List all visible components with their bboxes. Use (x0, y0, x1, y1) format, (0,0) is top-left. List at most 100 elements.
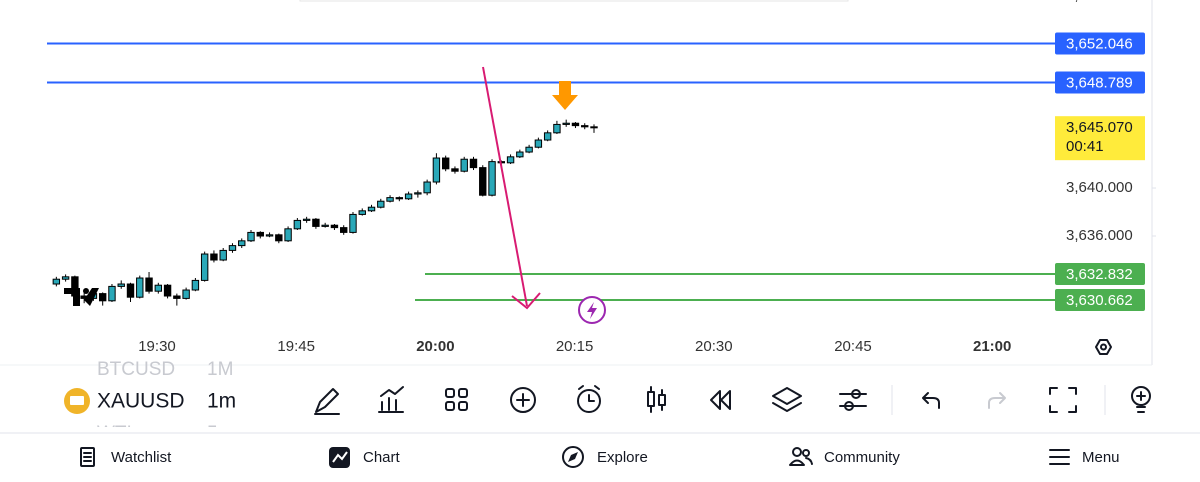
candle-body (469, 158, 478, 169)
price-line-label-bg (1055, 71, 1145, 94)
candle-body (293, 219, 302, 230)
candle-body (228, 245, 237, 251)
y-tick-label: 3,640.000 (1066, 179, 1133, 196)
x-tick-label: 19:30 (138, 338, 176, 355)
candle-body (488, 161, 496, 196)
price-line-label-bg (1055, 263, 1145, 286)
layout-tool[interactable] (445, 388, 468, 411)
nav-explore[interactable]: Explore (562, 446, 648, 468)
current-price-label: 3,645.070 (1066, 119, 1133, 136)
candle-body (200, 253, 209, 281)
nav-label: Community (824, 449, 900, 466)
ideas-tool[interactable] (1131, 386, 1151, 413)
event-bolt (587, 302, 597, 319)
add-tool[interactable] (510, 387, 536, 413)
x-tick-label: 20:15 (556, 338, 594, 355)
candle-body (98, 293, 107, 302)
draw-tool[interactable] (314, 388, 340, 415)
candle-body (340, 227, 348, 233)
settings-tool[interactable] (839, 389, 867, 411)
candle-body (117, 283, 125, 287)
candle-body (126, 283, 135, 298)
nav-watchlist[interactable]: Watchlist (80, 447, 172, 467)
price-line-label-bg (1055, 289, 1145, 312)
candle-body (423, 181, 431, 194)
candle-body (367, 206, 376, 212)
candle-body (265, 234, 274, 237)
time-axis: 19:30 19:45 20:00 20:15 20:30 20:45 21:00 (138, 338, 1011, 355)
candle-body (154, 284, 163, 292)
top-panel (299, 0, 849, 2)
symbol-icon-bars (70, 396, 84, 405)
candle-body (543, 132, 552, 141)
candle-body (451, 168, 459, 172)
chart-type-tool[interactable] (647, 386, 666, 413)
nav-label: Chart (363, 449, 401, 466)
candle-body (173, 295, 181, 299)
candle-body (460, 158, 468, 172)
x-tick-label: 20:30 (695, 338, 733, 355)
price-line-label-bg (1055, 32, 1145, 55)
candle-body (414, 192, 422, 195)
nav-menu[interactable]: Menu (1049, 449, 1120, 466)
candle-body (163, 284, 172, 297)
fullscreen[interactable] (1049, 387, 1077, 413)
nav-chart[interactable]: Chart (329, 447, 401, 468)
price-line-label: 3,652.046 (1066, 35, 1133, 52)
plot-area (47, 42, 1055, 306)
candle-body (321, 224, 329, 227)
candle-body (108, 285, 116, 302)
arrow-head (511, 292, 541, 310)
candle-body (432, 157, 441, 183)
candle-body (377, 200, 385, 208)
x-tick-label: 21:00 (973, 338, 1011, 355)
prev-interval: 1M (207, 359, 233, 380)
candle-body (210, 253, 218, 261)
undo[interactable] (922, 392, 940, 409)
candle-body (52, 278, 61, 285)
nav-community[interactable]: Community (789, 447, 900, 466)
indicators-tool[interactable] (378, 386, 404, 413)
candle-body (330, 224, 339, 229)
candle-body (581, 125, 589, 128)
candle-body (553, 123, 561, 134)
candle-body (302, 218, 311, 221)
nav-label: Menu (1082, 449, 1120, 466)
candle-body (404, 193, 413, 200)
candle-body (516, 151, 524, 158)
x-tick-label: 19:45 (277, 338, 315, 355)
price-line-label: 3,648.789 (1066, 75, 1133, 92)
trend-arrow (482, 66, 528, 307)
candle-body (312, 218, 320, 227)
candle-body (284, 228, 292, 242)
candle-body (590, 126, 598, 129)
candle-body (534, 139, 543, 148)
candle-body (525, 146, 533, 153)
candle-body (136, 277, 144, 298)
y-tick-label: 3,656.000 (1066, 0, 1133, 4)
nav-label: Explore (597, 449, 648, 466)
tv-logo (64, 288, 99, 306)
countdown-label: 00:41 (1066, 138, 1104, 155)
nav-bar (0, 427, 1200, 482)
replay-tool[interactable] (710, 390, 731, 410)
alert-tool[interactable] (577, 385, 601, 413)
candle-body (61, 276, 70, 280)
layers-tool[interactable] (772, 387, 802, 412)
candle-body (247, 231, 255, 242)
interval: 1m (207, 390, 236, 413)
redo (988, 392, 1006, 409)
candle-body (506, 156, 515, 164)
y-tick-label: 3,636.000 (1066, 227, 1133, 244)
prev-symbol: BTCUSD (97, 359, 175, 380)
candle-body (238, 240, 246, 247)
signal-marker (552, 81, 578, 110)
candle-body (562, 122, 570, 125)
settings-icon[interactable] (1095, 339, 1112, 355)
nav-label: Watchlist (111, 449, 172, 466)
price-line-label: 3,632.832 (1066, 266, 1133, 283)
x-tick-label: 20:00 (416, 338, 454, 355)
current-price-bg (1055, 116, 1145, 161)
candle-body (182, 289, 190, 299)
